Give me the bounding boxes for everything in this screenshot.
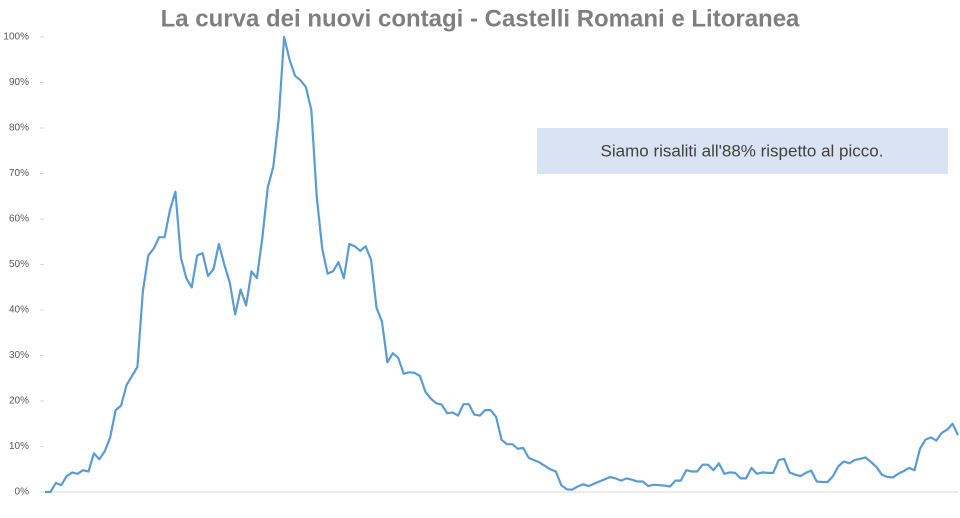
data-line: [45, 35, 959, 494]
y-tick-label: 20%: [9, 396, 29, 407]
y-tick-label: 60%: [9, 214, 29, 225]
annotation-box: [537, 128, 948, 174]
y-tick-label: 80%: [9, 123, 29, 134]
y-tick-label: 50%: [9, 259, 29, 270]
y-tick-label: 0%: [15, 487, 30, 498]
y-tick-label: 90%: [9, 77, 29, 88]
y-tick-label: 30%: [9, 350, 29, 361]
y-tick-label: 40%: [9, 305, 29, 316]
y-tick-label: 70%: [9, 168, 29, 179]
chart-title: La curva dei nuovi contagi - Castelli Ro…: [161, 5, 800, 32]
annotation: Siamo risaliti all'88% rispetto al picco…: [601, 141, 884, 160]
y-tick-label: 100%: [3, 32, 29, 43]
y-tick-label: 10%: [9, 441, 29, 452]
